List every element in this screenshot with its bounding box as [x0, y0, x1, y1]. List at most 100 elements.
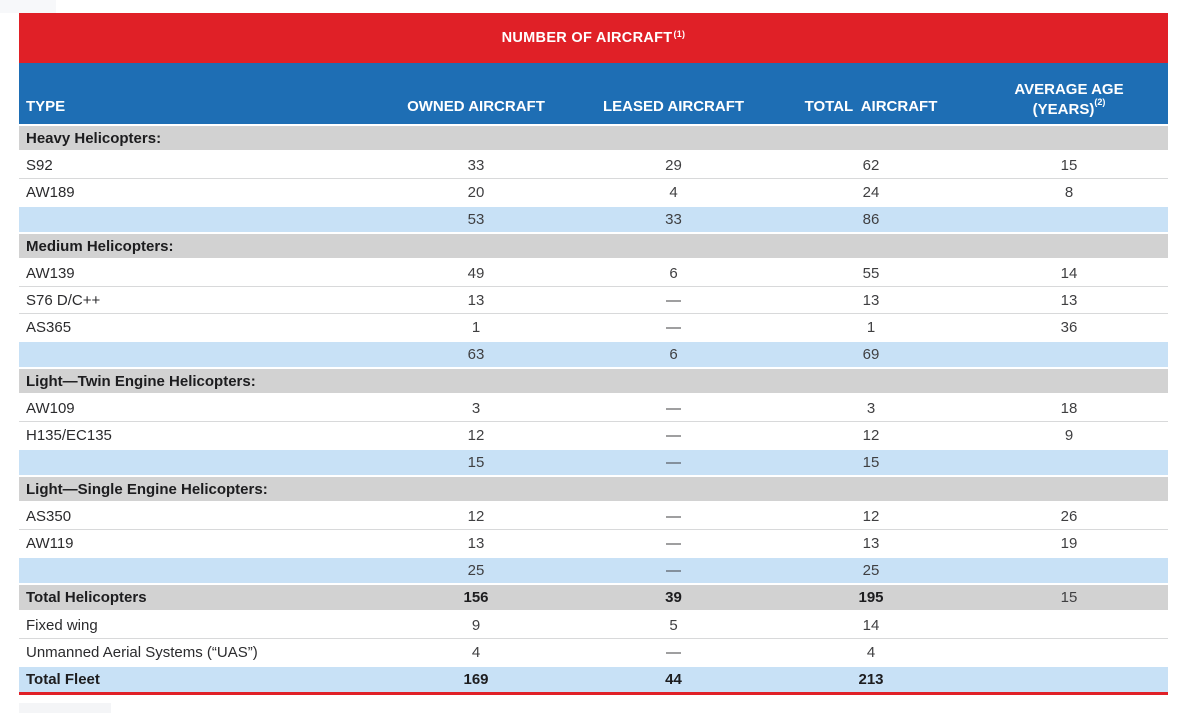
- avg-cell: [970, 611, 1168, 639]
- leased-cell: —: [575, 286, 772, 314]
- avg-cell: [970, 205, 1168, 234]
- leased-cell: —: [575, 529, 772, 558]
- owned-cell: 49: [377, 259, 575, 287]
- leased-cell: —: [575, 502, 772, 530]
- avg-cell: [970, 556, 1168, 585]
- type-cell: AW189: [19, 178, 377, 207]
- owned-cell: 63: [377, 340, 575, 369]
- owned-cell: 33: [377, 151, 575, 179]
- total-cell: 12: [772, 502, 970, 530]
- type-cell: AS365: [19, 313, 377, 342]
- subtotal-row: 25—25: [19, 556, 1168, 585]
- owned-cell: 12: [377, 421, 575, 450]
- type-cell: Total Fleet: [19, 665, 377, 695]
- avg-cell: 36: [970, 313, 1168, 342]
- table-row: AS365 1—1 36: [19, 313, 1168, 342]
- leased-cell: —: [575, 448, 772, 477]
- section-label: Light—Single Engine Helicopters:: [19, 475, 1168, 503]
- type-cell: [19, 340, 377, 369]
- total-cell: 86: [772, 205, 970, 234]
- column-header-average-age: AVERAGE AGE (YEARS)(2): [970, 63, 1168, 125]
- table-row: Fixed wing 9 5 14: [19, 611, 1168, 639]
- table-row: AW139 49 6 55 14: [19, 259, 1168, 287]
- subtotal-row: 53 33 86: [19, 205, 1168, 234]
- column-header-owned: OWNED AIRCRAFT: [377, 63, 575, 125]
- column-header-total: TOTAL AIRCRAFT: [772, 63, 970, 125]
- total-cell: 1: [772, 313, 970, 342]
- fleet-table-container: NUMBER OF AIRCRAFT (1) TYPE OWNED AIRCRAF…: [19, 13, 1168, 695]
- total-cell: 13: [772, 529, 970, 558]
- avg-cell: 15: [970, 583, 1168, 612]
- total-cell: 3: [772, 394, 970, 422]
- type-cell: H135/EC135: [19, 421, 377, 450]
- owned-cell: 9: [377, 611, 575, 639]
- table-row: H135/EC135 12—12 9: [19, 421, 1168, 450]
- owned-cell: 1: [377, 313, 575, 342]
- total-cell: 15: [772, 448, 970, 477]
- leased-cell: 6: [575, 259, 772, 287]
- avg-cell: [970, 448, 1168, 477]
- avg-cell: 13: [970, 286, 1168, 314]
- section-header-row: Light—Single Engine Helicopters:: [19, 475, 1168, 503]
- avg-cell: 18: [970, 394, 1168, 422]
- type-cell: AW119: [19, 529, 377, 558]
- fleet-table: TYPE OWNED AIRCRAFT LEASED AIRCRAFT TOTA…: [19, 63, 1168, 695]
- total-cell: 12: [772, 421, 970, 450]
- avg-cell: 14: [970, 259, 1168, 287]
- total-cell: 24: [772, 178, 970, 207]
- column-header-row: TYPE OWNED AIRCRAFT LEASED AIRCRAFT TOTA…: [19, 63, 1168, 125]
- leased-cell: 44: [575, 665, 772, 695]
- leased-cell: —: [575, 638, 772, 667]
- average-age-line2: (YEARS): [1032, 100, 1095, 118]
- section-label: Medium Helicopters:: [19, 232, 1168, 260]
- section-header-row: Light—Twin Engine Helicopters:: [19, 367, 1168, 395]
- column-header-leased: LEASED AIRCRAFT: [575, 63, 772, 125]
- owned-cell: 53: [377, 205, 575, 234]
- leased-cell: —: [575, 421, 772, 450]
- type-cell: [19, 556, 377, 585]
- type-cell: [19, 448, 377, 477]
- total-helicopters-row: Total Helicopters 156 39 195 15: [19, 583, 1168, 612]
- table-title-banner: NUMBER OF AIRCRAFT (1): [19, 13, 1168, 63]
- leased-cell: —: [575, 313, 772, 342]
- total-cell: 14: [772, 611, 970, 639]
- leased-cell: —: [575, 556, 772, 585]
- leased-cell: 5: [575, 611, 772, 639]
- owned-cell: 4: [377, 638, 575, 667]
- total-cell: 4: [772, 638, 970, 667]
- leased-cell: 39: [575, 583, 772, 612]
- owned-cell: 20: [377, 178, 575, 207]
- table-row: AW119 13—13 19: [19, 529, 1168, 558]
- total-cell: 25: [772, 556, 970, 585]
- type-cell: S92: [19, 151, 377, 179]
- subtotal-row: 15—15: [19, 448, 1168, 477]
- type-cell: AW109: [19, 394, 377, 422]
- owned-cell: 3: [377, 394, 575, 422]
- average-age-footnote-marker: (2): [1094, 96, 1106, 107]
- avg-cell: [970, 340, 1168, 369]
- owned-cell: 13: [377, 286, 575, 314]
- table-row: AW189 20 4 24 8: [19, 178, 1168, 207]
- section-label: Heavy Helicopters:: [19, 124, 1168, 152]
- type-cell: Unmanned Aerial Systems (“UAS”): [19, 638, 377, 667]
- section-header-row: Medium Helicopters:: [19, 232, 1168, 260]
- type-cell: Total Helicopters: [19, 583, 377, 612]
- page-edge-artifact-top: [0, 0, 56, 13]
- section-label: Light—Twin Engine Helicopters:: [19, 367, 1168, 395]
- page-edge-artifact-bottom: [19, 703, 111, 713]
- leased-cell: 29: [575, 151, 772, 179]
- type-cell: [19, 205, 377, 234]
- owned-cell: 15: [377, 448, 575, 477]
- total-cell: 13: [772, 286, 970, 314]
- table-row: S92 33 29 62 15: [19, 151, 1168, 179]
- owned-cell: 25: [377, 556, 575, 585]
- type-cell: AW139: [19, 259, 377, 287]
- fleet-table-body: Heavy Helicopters: S92 33 29 62 15 AW189 20 4 24 8…: [19, 124, 1168, 695]
- table-row: Unmanned Aerial Systems (“UAS”) 4—4: [19, 638, 1168, 667]
- total-cell: 195: [772, 583, 970, 612]
- avg-cell: 9: [970, 421, 1168, 450]
- avg-cell: [970, 638, 1168, 667]
- table-row: AS350 12—12 26: [19, 502, 1168, 530]
- owned-cell: 156: [377, 583, 575, 612]
- leased-cell: 6: [575, 340, 772, 369]
